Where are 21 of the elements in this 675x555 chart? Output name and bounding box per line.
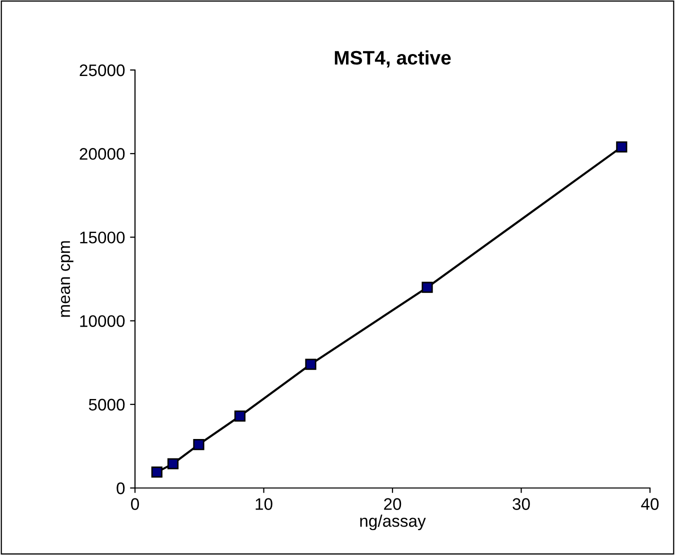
x-tick-label: 0 bbox=[131, 498, 139, 510]
point bbox=[193, 438, 204, 450]
chart-title: MST4, active bbox=[334, 50, 451, 68]
y-tick-label: 15000 bbox=[80, 232, 125, 244]
y-axis-title: mean cpm bbox=[60, 241, 74, 317]
y-tick-label: 10000 bbox=[80, 315, 125, 328]
point bbox=[151, 466, 162, 478]
x-tick-label: 30 bbox=[512, 498, 530, 510]
y-tick-label: 20000 bbox=[80, 148, 125, 160]
point bbox=[167, 458, 179, 470]
point bbox=[422, 282, 433, 293]
x-tick-label: 40 bbox=[641, 498, 659, 510]
y-tick-label: 0 bbox=[116, 482, 125, 494]
y-tick-label: 25000 bbox=[80, 64, 125, 76]
y-tick-label: 5000 bbox=[88, 398, 125, 411]
x-tick-label: 20 bbox=[384, 498, 402, 510]
x-axis-title: ng/assay bbox=[360, 514, 426, 530]
point bbox=[616, 141, 628, 152]
x-tick-label: 10 bbox=[256, 498, 272, 510]
point bbox=[234, 410, 246, 422]
point bbox=[305, 358, 316, 370]
